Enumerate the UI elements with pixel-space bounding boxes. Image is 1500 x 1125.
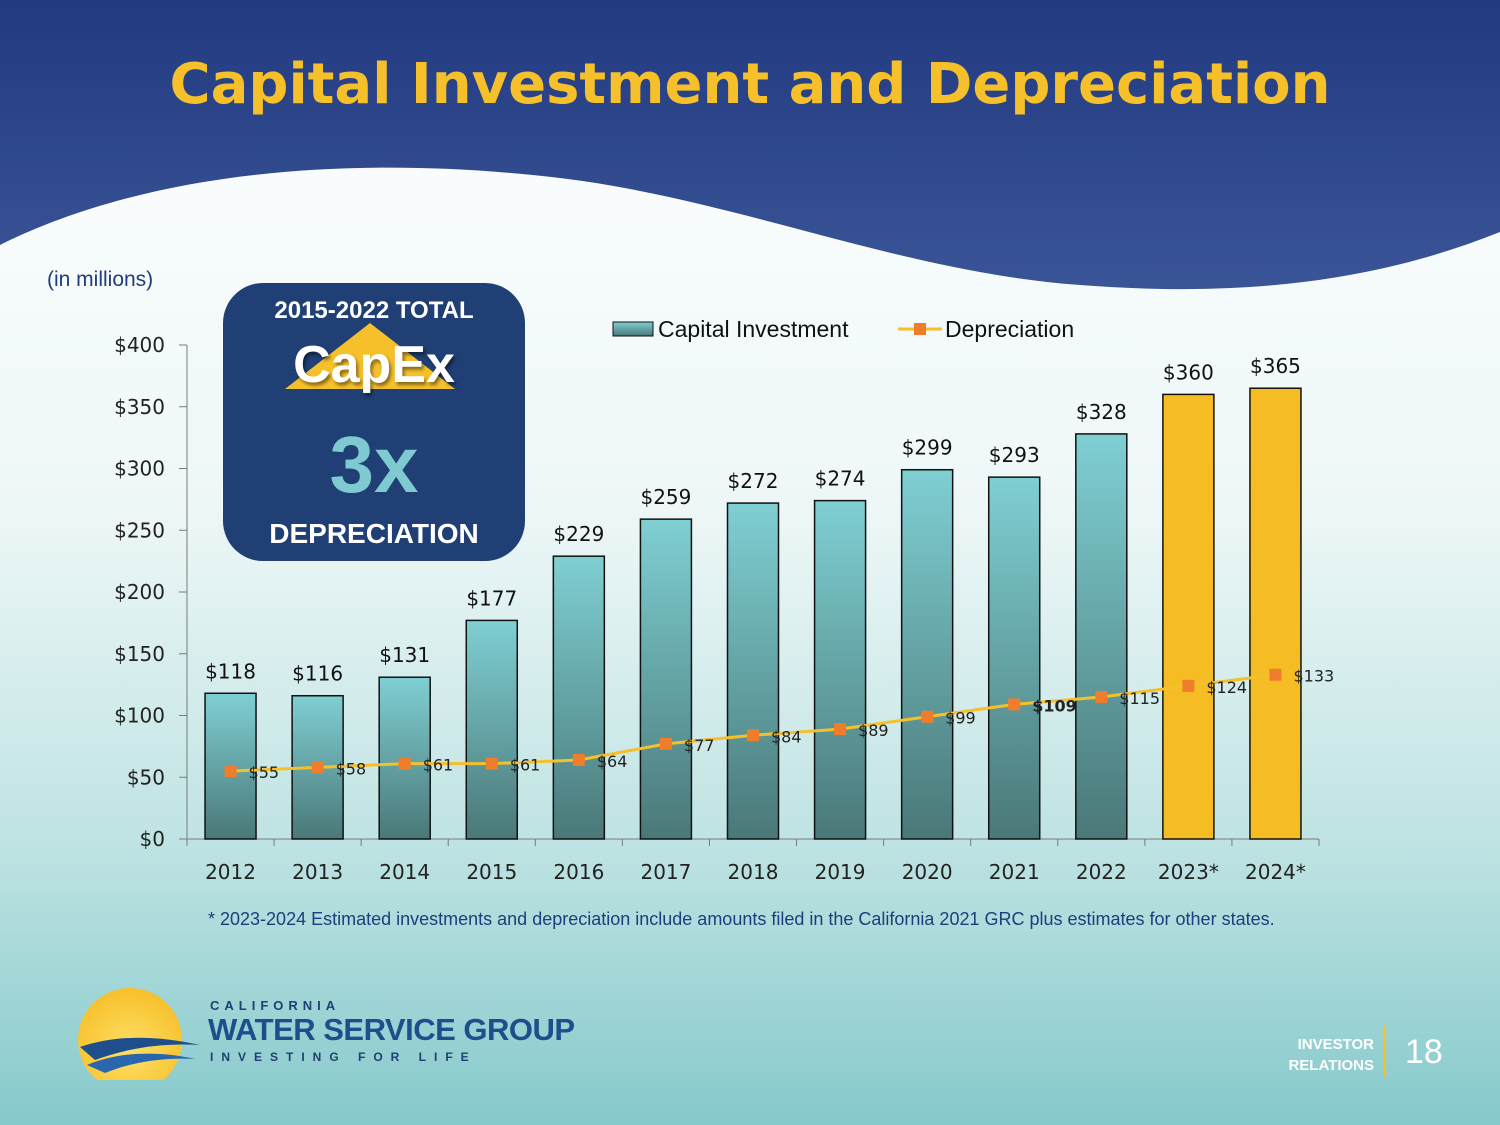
investor-relations-line1: INVESTOR (1297, 1036, 1374, 1053)
x-tick-label: 2012 (205, 860, 256, 884)
depreciation-data-label: $61 (510, 756, 541, 775)
x-tick-label: 2013 (292, 860, 343, 884)
x-tick-label: 2024* (1245, 860, 1306, 884)
bar-data-label: $118 (205, 659, 256, 683)
bar-data-label: $365 (1250, 354, 1301, 378)
bar-capital-investment (1075, 433, 1128, 840)
depreciation-data-label: $61 (423, 756, 454, 775)
depreciation-data-label: $77 (684, 736, 715, 755)
x-tick-label: 2017 (640, 860, 691, 884)
depreciation-point-marker (1095, 690, 1108, 703)
y-tick-label: $100 (114, 704, 165, 728)
depreciation-data-label: $124 (1206, 678, 1247, 697)
footnote: * 2023-2024 Estimated investments and de… (208, 909, 1275, 929)
legend-swatch-depreciation-marker (914, 323, 926, 335)
investor-relations-line2: RELATIONS (1288, 1057, 1374, 1074)
depreciation-data-label: $133 (1293, 667, 1334, 686)
callout-multiplier: 3x (329, 420, 419, 509)
bar-data-label: $131 (379, 643, 430, 667)
bar-capital-investment (639, 518, 693, 840)
bar-data-label: $360 (1163, 360, 1214, 384)
bar-capital-investment (900, 468, 954, 840)
x-tick-label: 2020 (902, 860, 953, 884)
x-tick-label: 2014 (379, 860, 430, 884)
investor-relations-label: INVESTOR RELATIONS (1266, 1034, 1374, 1076)
x-tick-label: 2019 (815, 860, 866, 884)
bar-capital-investment (1249, 387, 1302, 840)
depreciation-point-marker (398, 757, 411, 770)
bar-capital-investment (552, 555, 606, 840)
y-tick-label: $200 (114, 580, 165, 604)
depreciation-point-marker (747, 729, 759, 742)
depreciation-data-label: $55 (249, 763, 280, 782)
y-tick-label: $250 (114, 518, 165, 542)
depreciation-data-label: $84 (771, 727, 802, 746)
bar-capital-investment (465, 619, 519, 840)
depreciation-point-marker (1182, 679, 1195, 692)
callout-depreciation-label: DEPRECIATION (269, 518, 479, 549)
x-tick-label: 2023* (1158, 860, 1219, 884)
chart-legend: Capital Investment Depreciation (612, 316, 1074, 342)
depreciation-data-label: $115 (1119, 689, 1160, 708)
depreciation-point-marker (834, 723, 847, 736)
y-tick-label: $150 (114, 642, 165, 666)
slide-title: Capital Investment and Depreciation (169, 52, 1331, 117)
bar-capital-investment (987, 476, 1041, 840)
bar-data-label: $116 (292, 662, 343, 686)
legend-swatch-capital-investment (612, 321, 654, 337)
logo-tagline: INVESTING FOR LIFE (210, 1050, 477, 1064)
x-tick-label: 2016 (553, 860, 604, 884)
logo-main-text: WATER SERVICE GROUP (208, 1012, 575, 1047)
depreciation-data-label: $64 (597, 752, 628, 771)
depreciation-point-marker (1008, 698, 1021, 711)
triangle-icon (285, 323, 455, 389)
x-tick-label: 2018 (728, 860, 779, 884)
units-label: (in millions) (47, 268, 154, 291)
y-tick-label: $350 (114, 395, 165, 419)
depreciation-data-label: $58 (336, 759, 367, 778)
depreciation-point-marker (485, 757, 498, 770)
bar-data-label: $229 (553, 522, 604, 546)
depreciation-point-marker (224, 765, 237, 778)
bar-data-label: $177 (466, 586, 517, 610)
sun-wave-logo-icon (78, 988, 200, 1080)
bar-capital-investment (1162, 393, 1215, 840)
legend-label-capital-investment: Capital Investment (658, 316, 849, 342)
depreciation-point-marker (659, 737, 672, 750)
x-tick-label: 2021 (989, 860, 1040, 884)
depreciation-point-marker (572, 753, 585, 766)
depreciation-point-marker (311, 761, 324, 774)
footer-divider (1384, 1025, 1385, 1077)
y-tick-label: $400 (114, 333, 165, 357)
bar-capital-investment (813, 499, 867, 840)
capex-callout-box: 2015-2022 TOTAL CapEx 3x DEPRECIATION (223, 283, 525, 561)
y-tick-label: $0 (140, 827, 165, 851)
depreciation-point-marker (1269, 668, 1282, 681)
depreciation-data-label: $99 (945, 709, 976, 728)
bar-data-label: $274 (815, 467, 866, 491)
bar-data-label: $293 (989, 443, 1040, 467)
callout-capex-label: CapEx (293, 336, 455, 394)
x-tick-label: 2022 (1076, 860, 1127, 884)
bar-data-label: $259 (640, 485, 691, 509)
depreciation-point-marker (921, 710, 934, 723)
legend-label-depreciation: Depreciation (945, 316, 1074, 342)
bar-data-label: $299 (902, 436, 953, 460)
page-number: 18 (1405, 1033, 1443, 1071)
bar-data-label: $272 (728, 469, 779, 493)
logo-top-text: CALIFORNIA (210, 998, 341, 1013)
y-tick-label: $300 (114, 457, 165, 481)
bar-data-label: $328 (1076, 400, 1127, 424)
depreciation-data-label: $89 (858, 721, 889, 740)
x-tick-label: 2015 (466, 860, 517, 884)
depreciation-data-label: $109 (1032, 696, 1077, 715)
y-tick-label: $50 (127, 765, 165, 789)
callout-total-label: 2015-2022 TOTAL (274, 297, 474, 324)
bar-capital-investment (726, 502, 780, 840)
